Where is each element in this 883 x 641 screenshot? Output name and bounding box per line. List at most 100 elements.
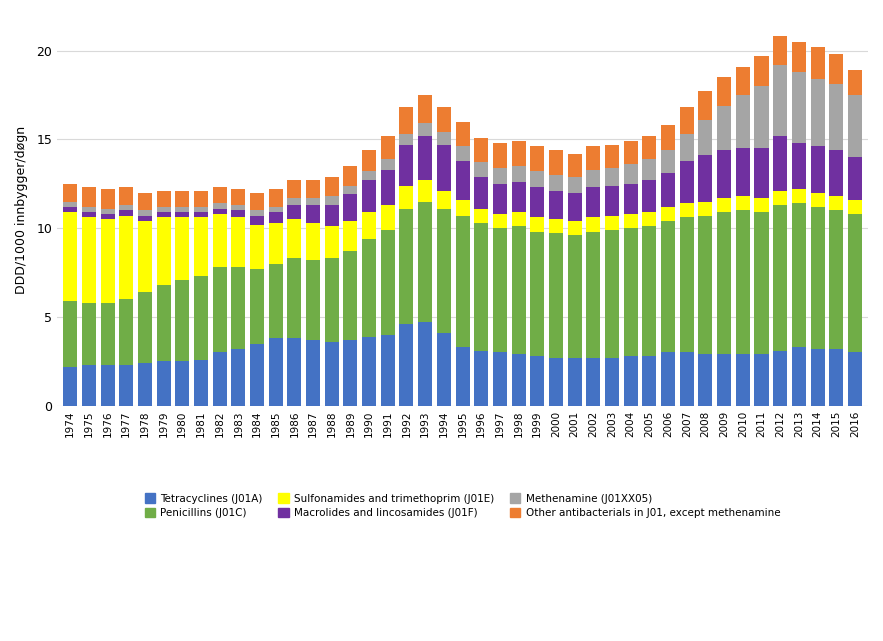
- Bar: [138, 292, 152, 363]
- Bar: [698, 216, 713, 354]
- Bar: [698, 92, 713, 120]
- Bar: [419, 136, 432, 180]
- Bar: [792, 347, 806, 406]
- Bar: [325, 205, 339, 226]
- Bar: [680, 161, 694, 203]
- Bar: [175, 207, 189, 212]
- Bar: [623, 228, 638, 356]
- Bar: [156, 212, 170, 217]
- Bar: [250, 224, 264, 269]
- Bar: [231, 349, 245, 406]
- Bar: [399, 145, 413, 185]
- Bar: [605, 185, 619, 216]
- Bar: [829, 210, 843, 349]
- Bar: [64, 184, 77, 201]
- Bar: [511, 354, 525, 406]
- Bar: [493, 184, 507, 214]
- Bar: [64, 201, 77, 207]
- Bar: [661, 125, 675, 150]
- Bar: [680, 217, 694, 353]
- Bar: [268, 338, 283, 406]
- Bar: [623, 141, 638, 164]
- Bar: [811, 47, 825, 79]
- Bar: [568, 154, 582, 177]
- Bar: [680, 108, 694, 134]
- Bar: [811, 193, 825, 207]
- Bar: [661, 150, 675, 173]
- Bar: [194, 191, 208, 207]
- Bar: [623, 184, 638, 214]
- Bar: [642, 212, 656, 226]
- Bar: [64, 301, 77, 367]
- Legend: Tetracyclines (J01A), Penicillins (J01C), Sulfonamides and trimethoprim (J01E), : Tetracyclines (J01A), Penicillins (J01C)…: [140, 489, 784, 522]
- Bar: [474, 177, 488, 208]
- Bar: [605, 145, 619, 168]
- Bar: [287, 205, 301, 219]
- Bar: [829, 54, 843, 84]
- Bar: [306, 198, 320, 205]
- Bar: [531, 231, 544, 356]
- Bar: [642, 136, 656, 159]
- Bar: [680, 353, 694, 406]
- Bar: [419, 322, 432, 406]
- Bar: [268, 189, 283, 207]
- Bar: [119, 216, 133, 299]
- Bar: [754, 56, 768, 86]
- Bar: [586, 146, 600, 169]
- Bar: [194, 207, 208, 212]
- Bar: [419, 201, 432, 322]
- Bar: [268, 207, 283, 212]
- Bar: [568, 235, 582, 358]
- Bar: [399, 208, 413, 324]
- Bar: [642, 356, 656, 406]
- Bar: [343, 166, 358, 185]
- Bar: [736, 196, 750, 210]
- Bar: [287, 198, 301, 205]
- Bar: [362, 239, 376, 337]
- Bar: [437, 145, 451, 191]
- Bar: [399, 185, 413, 208]
- Bar: [175, 279, 189, 362]
- Bar: [774, 65, 787, 136]
- Bar: [213, 353, 227, 406]
- Bar: [437, 208, 451, 333]
- Bar: [549, 191, 563, 219]
- Bar: [362, 180, 376, 212]
- Bar: [343, 185, 358, 194]
- Bar: [792, 72, 806, 143]
- Bar: [792, 189, 806, 203]
- Bar: [456, 216, 470, 347]
- Bar: [848, 200, 862, 214]
- Bar: [213, 187, 227, 203]
- Bar: [343, 340, 358, 406]
- Bar: [736, 148, 750, 196]
- Bar: [381, 335, 395, 406]
- Bar: [493, 143, 507, 168]
- Bar: [156, 217, 170, 285]
- Bar: [754, 212, 768, 354]
- Bar: [268, 223, 283, 263]
- Bar: [605, 230, 619, 358]
- Bar: [138, 221, 152, 292]
- Bar: [268, 212, 283, 223]
- Bar: [511, 166, 525, 182]
- Bar: [474, 208, 488, 223]
- Bar: [474, 223, 488, 351]
- Bar: [268, 263, 283, 338]
- Bar: [754, 198, 768, 212]
- Bar: [754, 86, 768, 148]
- Bar: [549, 358, 563, 406]
- Bar: [511, 212, 525, 226]
- Bar: [437, 108, 451, 132]
- Bar: [774, 205, 787, 351]
- Bar: [213, 208, 227, 214]
- Bar: [511, 141, 525, 166]
- Bar: [661, 353, 675, 406]
- Bar: [792, 203, 806, 347]
- Bar: [437, 191, 451, 208]
- Bar: [362, 337, 376, 406]
- Bar: [736, 354, 750, 406]
- Bar: [848, 70, 862, 95]
- Bar: [605, 358, 619, 406]
- Bar: [419, 180, 432, 201]
